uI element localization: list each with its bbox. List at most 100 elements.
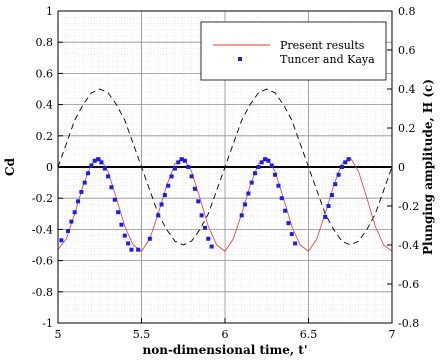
y-axis-left-title: Cd xyxy=(3,157,17,176)
series-tuncer-kaya-point xyxy=(186,165,191,169)
series-tuncer-kaya-point xyxy=(283,208,288,213)
series-tuncer-kaya-point xyxy=(109,185,114,190)
legend-marker-sample xyxy=(238,57,242,61)
series-tuncer-kaya-point xyxy=(209,244,214,249)
series-tuncer-kaya-point xyxy=(147,236,152,241)
series-tuncer-kaya-point xyxy=(106,174,111,179)
y-left-tick-label: -1 xyxy=(42,317,53,330)
y-left-tick-label: -0.6 xyxy=(32,255,53,268)
series-tuncer-kaya-point xyxy=(116,210,121,215)
x-tick-label: 7 xyxy=(389,328,396,341)
series-tuncer-kaya-point xyxy=(126,241,131,246)
series-tuncer-kaya-point xyxy=(286,221,291,226)
y-left-tick-label: 0.8 xyxy=(36,36,54,49)
series-tuncer-kaya-point xyxy=(102,166,107,171)
series-tuncer-kaya-point xyxy=(99,160,104,165)
series-tuncer-kaya-point xyxy=(162,193,167,198)
y-right-tick-label: 0.2 xyxy=(398,122,416,135)
series-tuncer-kaya-point xyxy=(249,180,254,185)
series-tuncer-kaya-point xyxy=(253,171,258,176)
series-tuncer-kaya-point xyxy=(59,238,64,243)
series-tuncer-kaya-point xyxy=(122,233,127,238)
series-tuncer-kaya-point xyxy=(199,213,204,218)
y-right-tick-label: -0.4 xyxy=(398,239,419,252)
series-plunging-amplitude-line xyxy=(57,88,393,246)
series-tuncer-kaya-point xyxy=(246,191,251,196)
series-tuncer-kaya-point xyxy=(326,204,331,208)
series-tuncer-kaya-point xyxy=(166,183,171,188)
x-tick-label: 6 xyxy=(222,328,229,341)
series-tuncer-kaya-point xyxy=(92,158,97,163)
series-tuncer-kaya-point xyxy=(176,160,181,165)
legend-box xyxy=(200,21,387,81)
series-tuncer-kaya-point xyxy=(239,213,244,218)
series-tuncer-kaya-point xyxy=(89,163,94,168)
y-left-tick-label: 1 xyxy=(46,5,53,18)
series-tuncer-kaya-point xyxy=(169,174,174,179)
series-tuncer-kaya-point xyxy=(179,157,184,162)
y-axis-right-title: Plunging amplitude, H (c) xyxy=(421,79,435,255)
series-tuncer-kaya-point xyxy=(323,214,328,219)
series-tuncer-kaya-point xyxy=(86,171,91,176)
y-left-tick-label: -0.8 xyxy=(32,286,53,299)
x-tick-label: 6.5 xyxy=(300,328,318,341)
series-tuncer-kaya-point xyxy=(79,189,84,194)
series-tuncer-kaya-point xyxy=(192,186,197,191)
series-tuncer-kaya-point xyxy=(136,247,141,252)
series-tuncer-kaya-point xyxy=(273,172,278,177)
y-right-tick-label: 0.4 xyxy=(398,83,416,96)
x-axis-title: non-dimensional time, t' xyxy=(143,343,308,357)
series-tuncer-kaya-point xyxy=(259,160,264,165)
y-right-tick-label: 0 xyxy=(398,161,405,174)
legend-label-present-results: Present results xyxy=(280,39,365,52)
series-tuncer-kaya-point xyxy=(333,182,338,187)
y-right-tick-label: -0.6 xyxy=(398,278,419,291)
y-right-tick-label: -0.8 xyxy=(398,317,419,330)
series-tuncer-kaya-point xyxy=(189,174,194,179)
series-tuncer-kaya-point xyxy=(159,202,164,207)
series-tuncer-kaya-point xyxy=(346,157,351,162)
series-tuncer-kaya-point xyxy=(206,236,211,241)
y-left-tick-label: 0 xyxy=(46,161,53,174)
series-tuncer-kaya-point xyxy=(343,160,348,165)
series-tuncer-kaya-point xyxy=(279,196,284,201)
ticks-group: 5 5.5 6 6.5 7 1 0.8 0.6 0.4 0.2 0 -0.2 -0.4 -0.6 -0.8 -… xyxy=(32,5,419,341)
series-tuncer-kaya-point xyxy=(76,199,81,204)
series-tuncer-kaya-point xyxy=(156,213,161,218)
series-tuncer-kaya-point xyxy=(196,199,201,204)
series-tuncer-kaya-point xyxy=(129,247,134,252)
series-tuncer-kaya-point xyxy=(289,232,294,237)
series-tuncer-kaya-point xyxy=(256,165,261,169)
y-left-tick-label: -0.4 xyxy=(32,223,53,236)
y-left-tick-label: -0.2 xyxy=(32,192,53,205)
series-group xyxy=(57,88,393,252)
y-left-tick-label: 0.6 xyxy=(36,67,54,80)
series-tuncer-kaya-point xyxy=(266,158,271,163)
series-tuncer-kaya-point xyxy=(119,222,124,227)
series-tuncer-kaya-point xyxy=(96,157,101,162)
x-tick-label: 5.5 xyxy=(133,328,151,341)
series-tuncer-kaya-point xyxy=(112,197,117,202)
legend-label-tuncer-kaya: Tuncer and Kaya xyxy=(280,53,375,66)
series-tuncer-kaya-point xyxy=(329,193,334,198)
series-tuncer-kaya-point xyxy=(69,219,74,224)
series-tuncer-kaya-point xyxy=(182,158,187,163)
series-tuncer-kaya-point xyxy=(66,228,71,233)
series-tuncer-kaya-point xyxy=(202,225,207,230)
x-tick-label: 5 xyxy=(55,328,62,341)
y-left-tick-label: 0.2 xyxy=(36,130,54,143)
series-tuncer-kaya-point xyxy=(72,210,77,215)
series-tuncer-kaya-point xyxy=(172,166,177,171)
series-present-results-line xyxy=(57,157,393,252)
y-right-tick-label: 0.6 xyxy=(398,44,416,57)
y-left-tick-label: 0.4 xyxy=(36,99,54,112)
series-tuncer-kaya-point xyxy=(336,172,341,177)
legend: Present results Tuncer and Kaya xyxy=(200,21,387,81)
series-tuncer-kaya-point xyxy=(293,241,298,246)
series-tuncer-kaya-point xyxy=(82,180,87,185)
series-tuncer-kaya-point xyxy=(263,157,268,162)
series-tuncer-kaya-point xyxy=(243,202,248,207)
series-tuncer-kaya-point xyxy=(269,163,274,168)
series-tuncer-kaya-point xyxy=(339,165,344,169)
